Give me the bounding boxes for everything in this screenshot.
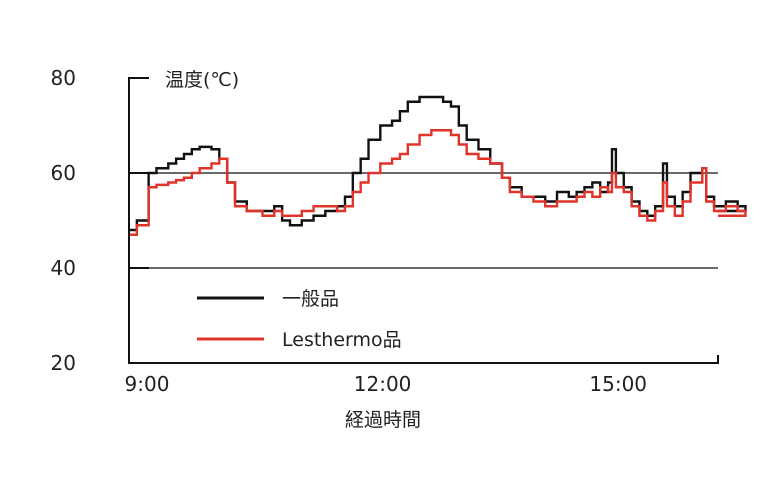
legend-label-series-1: Lesthermo品 — [282, 329, 402, 351]
series-line-0 — [129, 95, 747, 232]
tick-labels: 20 40 60 80 9:00 12:00 15:00 — [51, 66, 647, 396]
legend-label-series-0: 一般品 — [282, 288, 339, 310]
x-tick-label: 12:00 — [354, 372, 412, 396]
x-tick-label: 15:00 — [589, 372, 647, 396]
y-tick-label: 40 — [51, 256, 76, 280]
x-axis-label: 経過時間 — [345, 409, 421, 431]
x-tick-label: 9:00 — [125, 372, 170, 396]
series-line-1 — [129, 129, 747, 236]
series-layer — [129, 95, 747, 236]
y-tick-label: 60 — [51, 161, 76, 185]
axes-frame — [128, 77, 719, 364]
axis-layer — [128, 77, 719, 364]
y-tick-label: 20 — [51, 351, 76, 375]
y-axis-label: 温度(℃) — [165, 69, 239, 91]
legend: 一般品 Lesthermo品 — [197, 288, 402, 351]
y-tick-label: 80 — [51, 66, 76, 90]
